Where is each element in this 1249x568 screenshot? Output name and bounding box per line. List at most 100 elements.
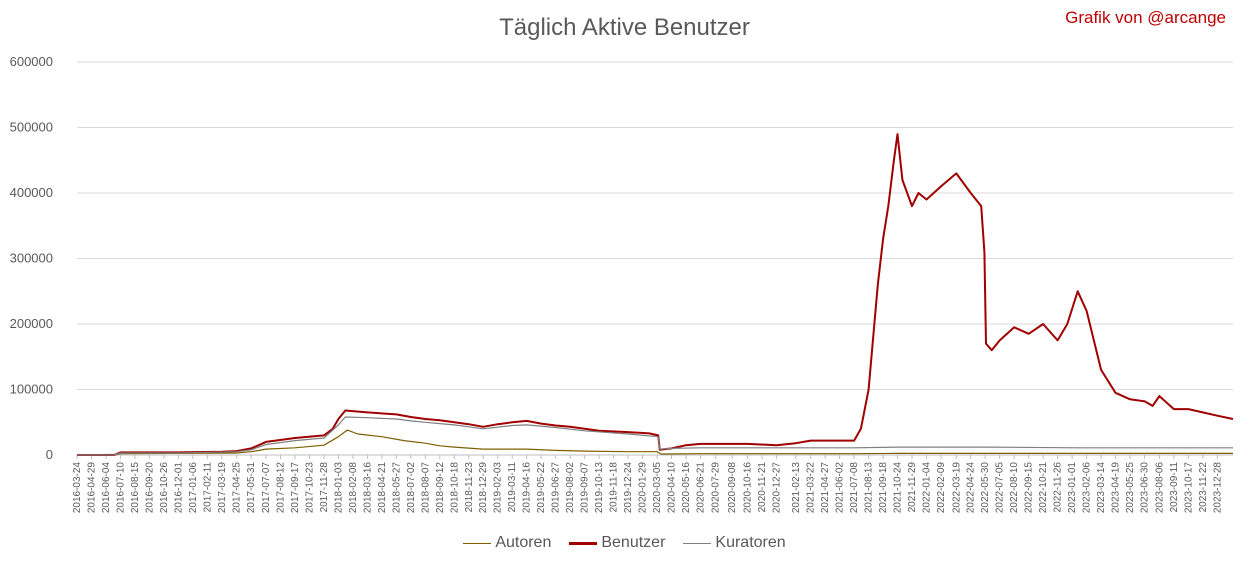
x-tick-label: 2017-05-31 bbox=[246, 462, 257, 514]
x-tick-label: 2018-03-16 bbox=[362, 462, 373, 514]
x-tick-label: 2022-02-09 bbox=[936, 462, 947, 514]
legend-item-kuratoren: Kuratoren bbox=[683, 534, 786, 552]
x-tick-label: 2016-03-24 bbox=[72, 462, 83, 514]
x-tick-label: 2023-05-25 bbox=[1125, 462, 1136, 514]
x-tick-label: 2018-11-23 bbox=[464, 462, 475, 513]
y-tick-label: 600000 bbox=[10, 54, 53, 69]
x-tick-label: 2020-12-27 bbox=[771, 462, 782, 514]
chart-credit: Grafik von @arcange bbox=[1065, 8, 1226, 27]
x-tick-label: 2019-08-02 bbox=[565, 462, 576, 514]
x-tick-label: 2020-09-08 bbox=[727, 462, 738, 514]
x-tick-label: 2019-11-18 bbox=[609, 462, 620, 513]
legend-label: Benutzer bbox=[601, 534, 666, 551]
legend-swatch bbox=[569, 541, 598, 545]
x-tick-label: 2020-04-10 bbox=[666, 462, 677, 514]
x-tick-label: 2017-03-19 bbox=[217, 462, 228, 514]
x-tick-label: 2022-01-04 bbox=[922, 462, 933, 514]
x-tick-label: 2022-10-21 bbox=[1038, 462, 1049, 514]
x-tick-label: 2018-09-12 bbox=[435, 462, 446, 514]
x-tick-label: 2020-05-16 bbox=[681, 462, 692, 514]
x-tick-label: 2017-07-07 bbox=[261, 462, 272, 514]
x-tick-label: 2022-09-15 bbox=[1024, 462, 1035, 514]
series-line-autoren bbox=[76, 429, 1233, 456]
x-tick-label: 2018-05-27 bbox=[391, 462, 402, 514]
x-tick-label: 2023-10-17 bbox=[1183, 462, 1194, 514]
x-tick-label: 2022-05-30 bbox=[980, 462, 991, 514]
x-tick-label: 2019-12-24 bbox=[623, 462, 634, 514]
x-tick-label: 2023-03-14 bbox=[1096, 462, 1107, 514]
x-tick-label: 2019-10-13 bbox=[594, 462, 605, 514]
legend-swatch bbox=[683, 542, 712, 544]
x-tick-label: 2018-01-03 bbox=[333, 462, 344, 514]
x-tick-label: 2019-05-22 bbox=[536, 462, 547, 514]
x-tick-label: 2021-03-22 bbox=[806, 462, 817, 514]
x-tick-label: 2018-02-08 bbox=[348, 462, 359, 514]
series-line-benutzer bbox=[77, 133, 1234, 456]
x-tick-label: 2019-04-16 bbox=[522, 462, 533, 514]
x-tick-label: 2017-01-06 bbox=[188, 462, 199, 514]
x-tick-label: 2022-11-26 bbox=[1053, 462, 1064, 513]
x-tick-label: 2016-07-10 bbox=[115, 462, 126, 514]
y-tick-label: 300000 bbox=[10, 251, 53, 266]
x-tick-label: 2021-07-08 bbox=[849, 462, 860, 514]
x-tick-label: 2016-09-20 bbox=[144, 462, 155, 514]
x-tick-label: 2020-01-29 bbox=[638, 462, 649, 514]
x-tick-label: 2016-08-15 bbox=[130, 462, 141, 514]
legend-swatch bbox=[463, 542, 492, 544]
x-tick-label: 2022-08-10 bbox=[1009, 462, 1020, 514]
x-tick-label: 2017-09-17 bbox=[290, 462, 301, 514]
legend-label: Autoren bbox=[495, 534, 552, 551]
y-tick-label: 100000 bbox=[10, 382, 53, 397]
y-tick-label: 0 bbox=[46, 447, 53, 462]
y-tick-label: 200000 bbox=[10, 316, 53, 331]
x-tick-label: 2018-07-02 bbox=[406, 462, 417, 514]
x-tick-label: 2021-11-29 bbox=[907, 462, 918, 513]
x-tick-label: 2017-02-11 bbox=[202, 462, 213, 513]
x-tick-label: 2023-02-06 bbox=[1082, 462, 1093, 514]
legend-item-benutzer: Benutzer bbox=[569, 534, 665, 552]
x-tick-label: 2023-01-01 bbox=[1067, 462, 1078, 514]
x-tick-label: 2022-04-24 bbox=[966, 462, 977, 514]
x-tick-label: 2021-09-18 bbox=[878, 462, 889, 514]
x-tick-label: 2021-06-02 bbox=[835, 462, 846, 514]
chart-legend: Autoren Benutzer Kuratoren bbox=[0, 534, 1249, 552]
x-tick-label: 2016-12-01 bbox=[173, 462, 184, 514]
x-tick-label: 2017-10-23 bbox=[304, 462, 315, 514]
x-tick-label: 2017-11-28 bbox=[319, 462, 330, 513]
x-tick-label: 2018-04-21 bbox=[377, 462, 388, 514]
legend-label: Kuratoren bbox=[715, 534, 786, 551]
x-tick-label: 2016-10-26 bbox=[159, 462, 170, 514]
x-tick-label: 2023-04-19 bbox=[1111, 462, 1122, 514]
x-tick-label: 2020-06-21 bbox=[695, 462, 706, 514]
x-tick-label: 2018-10-18 bbox=[449, 462, 460, 514]
x-tick-label: 2018-12-29 bbox=[478, 462, 489, 514]
x-tick-label: 2021-04-27 bbox=[820, 462, 831, 514]
x-tick-label: 2023-06-30 bbox=[1140, 462, 1151, 514]
legend-item-autoren: Autoren bbox=[463, 534, 551, 552]
x-tick-label: 2019-09-07 bbox=[580, 462, 591, 514]
x-tick-label: 2019-02-03 bbox=[493, 462, 504, 514]
x-tick-label: 2020-10-16 bbox=[743, 462, 754, 514]
x-tick-label: 2017-08-12 bbox=[276, 462, 287, 514]
y-tick-label: 400000 bbox=[10, 185, 53, 200]
y-tick-label: 500000 bbox=[10, 120, 53, 135]
x-tick-label: 2020-03-05 bbox=[652, 462, 663, 514]
x-tick-label: 2023-11-22 bbox=[1198, 462, 1209, 513]
chart-title: Täglich Aktive Benutzer bbox=[499, 14, 750, 41]
x-tick-label: 2018-08-07 bbox=[420, 462, 431, 514]
x-tick-label: 2023-09-11 bbox=[1169, 462, 1180, 513]
line-chart: 0 100000 200000 300000 400000 500000 600000 201… bbox=[10, 54, 1234, 514]
x-tick-label: 2016-06-04 bbox=[101, 462, 112, 514]
x-tick-label: 2020-11-21 bbox=[757, 462, 768, 513]
x-tick-label: 2022-03-19 bbox=[951, 462, 962, 514]
x-tick-label: 2021-02-13 bbox=[791, 462, 802, 514]
x-tick-label: 2023-08-06 bbox=[1154, 462, 1165, 514]
x-tick-label: 2021-08-13 bbox=[864, 462, 875, 514]
x-tick-label: 2019-06-27 bbox=[551, 462, 562, 514]
x-tick-label: 2021-10-24 bbox=[893, 462, 904, 514]
x-tick-label: 2017-04-25 bbox=[232, 462, 243, 514]
x-tick-label: 2023-12-28 bbox=[1212, 462, 1223, 514]
series-line-kuratoren bbox=[77, 416, 1233, 456]
x-tick-label: 2016-04-29 bbox=[86, 462, 97, 514]
